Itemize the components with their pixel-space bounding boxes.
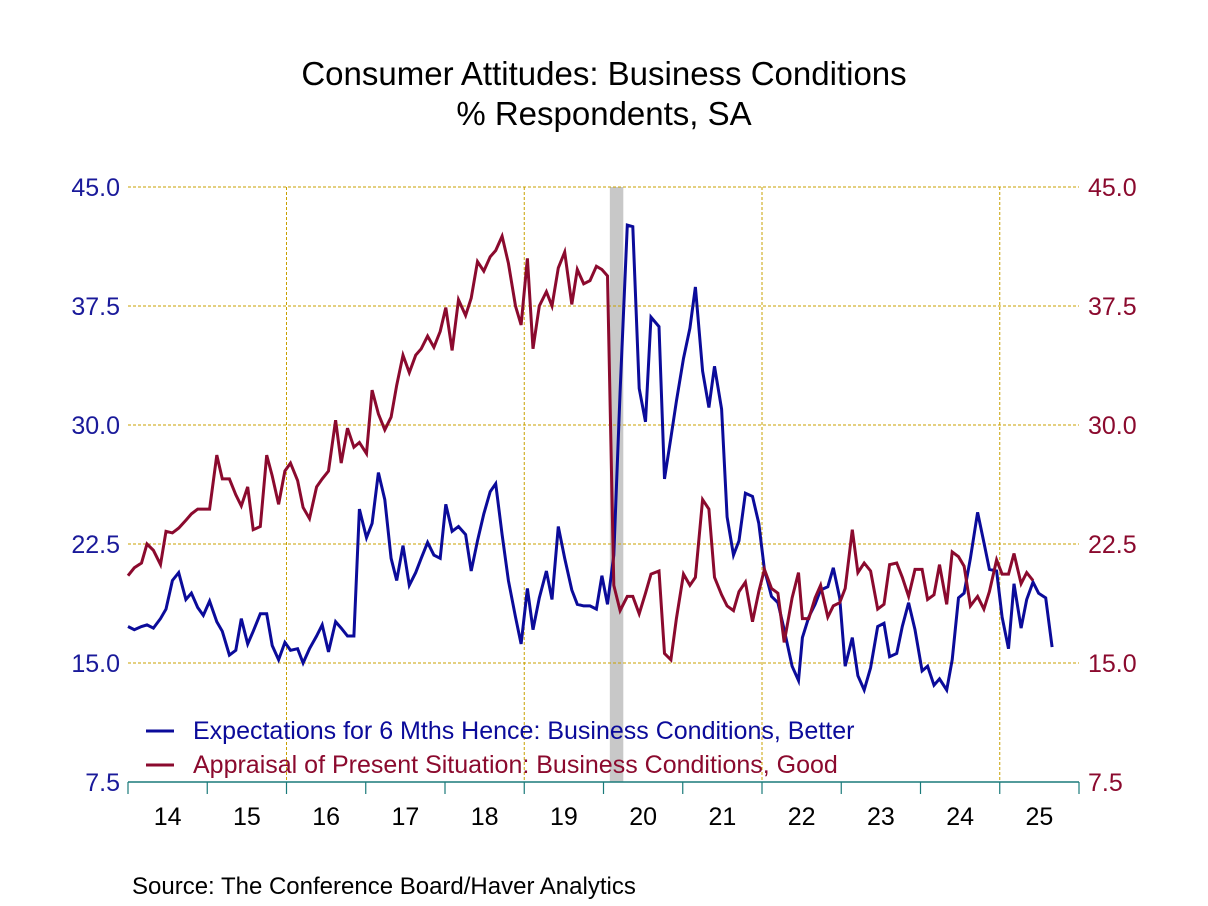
- y-tick-label-left: 22.5: [71, 531, 120, 559]
- x-tick-label: 20: [629, 803, 657, 831]
- legend-label-appraisal: Appraisal of Present Situation: Business…: [193, 751, 838, 779]
- y-tick-label-right: 22.5: [1088, 531, 1137, 559]
- y-tick-label-right: 30.0: [1088, 412, 1137, 440]
- x-tick-label: 17: [391, 803, 419, 831]
- x-tick-label: 21: [708, 803, 736, 831]
- x-tick-label: 25: [1025, 803, 1053, 831]
- x-tick-label: 15: [233, 803, 261, 831]
- x-tick-label: 24: [946, 803, 974, 831]
- y-axis-right-ticks: 45.0 37.5 30.0 22.5 15.0 7.5: [1088, 174, 1137, 797]
- x-tick-label: 18: [471, 803, 499, 831]
- source-note: Source: The Conference Board/Haver Analy…: [132, 873, 636, 900]
- x-axis-ticks: 14 15 16 17 18 19 20 21 22 23 24 25: [154, 803, 1054, 831]
- chart-title: Consumer Attitudes: Business Conditions: [301, 55, 906, 92]
- x-tick-label: 23: [867, 803, 895, 831]
- x-axis: [127, 781, 1080, 794]
- series-line-appraisal: [126, 231, 1035, 663]
- x-tick-label: 16: [312, 803, 340, 831]
- legend: Expectations for 6 Mths Hence: Business …: [146, 717, 854, 779]
- x-tick-label: 22: [788, 803, 816, 831]
- x-tick-label: 14: [154, 803, 182, 831]
- y-tick-label-left: 37.5: [71, 293, 120, 321]
- y-tick-label-left: 45.0: [71, 174, 120, 202]
- series-layer: [126, 223, 1054, 695]
- chart-subtitle: % Respondents, SA: [456, 95, 751, 132]
- y-tick-label-left: 30.0: [71, 412, 120, 440]
- y-tick-label-right: 7.5: [1088, 769, 1123, 797]
- y-tick-label-left: 7.5: [85, 769, 120, 797]
- y-tick-label-right: 45.0: [1088, 174, 1137, 202]
- y-tick-label-right: 15.0: [1088, 650, 1137, 678]
- legend-label-expectations: Expectations for 6 Mths Hence: Business …: [193, 717, 854, 745]
- y-tick-label-right: 37.5: [1088, 293, 1137, 321]
- y-axis-left-ticks: 45.0 37.5 30.0 22.5 15.0 7.5: [71, 174, 120, 797]
- series-line-expectations: [127, 223, 1054, 695]
- gridlines: [128, 186, 1079, 782]
- y-tick-label-left: 15.0: [71, 650, 120, 678]
- x-tick-label: 19: [550, 803, 578, 831]
